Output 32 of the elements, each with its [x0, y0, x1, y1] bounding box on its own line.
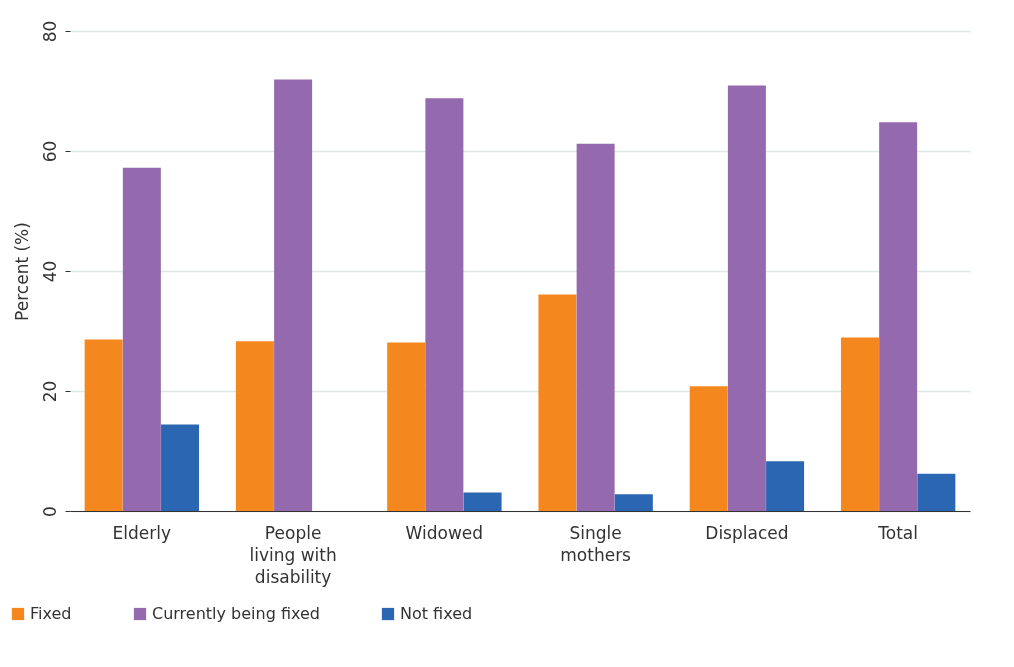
x-tick-label: Total	[877, 522, 918, 543]
x-tick-label: Elderly	[112, 522, 172, 543]
y-tick-label: 80	[39, 20, 60, 43]
bar	[387, 342, 426, 511]
legend-label: Currently being fixed	[152, 604, 320, 623]
x-tick-label: Widowed	[405, 522, 484, 543]
bar	[161, 424, 200, 511]
bar	[840, 337, 879, 511]
bar	[425, 98, 464, 511]
bar	[463, 492, 502, 511]
bar	[766, 461, 805, 511]
y-tick-label: 60	[39, 140, 60, 163]
bar	[84, 339, 123, 511]
legend-label: Not fixed	[400, 604, 473, 623]
bar	[917, 473, 956, 511]
x-tick-label: Single mothers	[560, 522, 632, 565]
y-tick-label: 0	[39, 506, 60, 517]
y-tick-label: 20	[39, 380, 60, 403]
y-axis-title: Percent (%)	[11, 222, 32, 321]
bar	[614, 494, 653, 511]
x-tick-label: People living with disability	[249, 522, 337, 587]
bar	[538, 294, 577, 511]
bar	[879, 122, 918, 511]
bar	[689, 386, 728, 511]
bar	[274, 79, 313, 511]
legend-label: Fixed	[30, 604, 72, 623]
bar	[727, 85, 766, 511]
bar	[576, 143, 615, 511]
x-tick-label: Displaced	[705, 522, 789, 543]
bar	[122, 167, 161, 511]
y-tick-label: 40	[39, 260, 60, 283]
bar	[235, 341, 274, 511]
